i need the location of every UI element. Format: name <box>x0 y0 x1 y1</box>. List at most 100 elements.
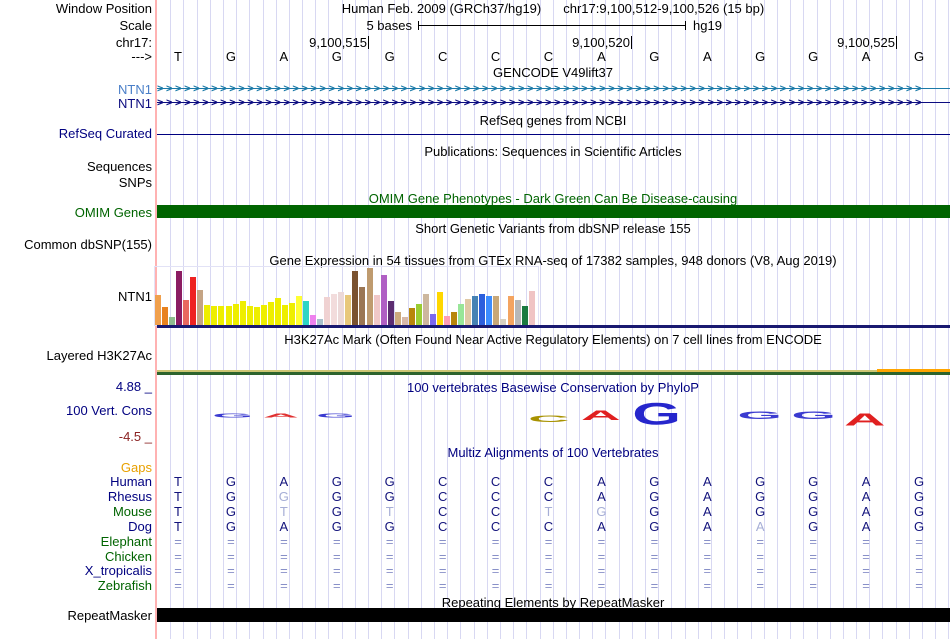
refseq-curated-label[interactable]: RefSeq Curated <box>58 126 152 141</box>
gtex-tissue-bar[interactable] <box>232 304 239 325</box>
gtex-tissue-bar[interactable] <box>331 294 338 325</box>
alignment-base: = <box>174 578 182 593</box>
dbsnp-label[interactable]: Common dbSNP(155) <box>24 237 152 252</box>
gtex-tissue-bar[interactable] <box>288 303 295 325</box>
alignment-base: = <box>491 563 500 578</box>
gencode-transcript-1[interactable]: >>>>>>>>>>>>>>>>>>>>>>>>>>>>>>>>>>>>>>>>… <box>157 83 950 95</box>
gtex-tissue-bar[interactable] <box>225 306 232 325</box>
gtex-tissue-bar[interactable] <box>479 294 486 325</box>
gtex-tissue-bar[interactable] <box>514 300 521 325</box>
gtex-tissue-bar[interactable] <box>310 315 317 325</box>
gtex-gene-model-line[interactable] <box>157 325 950 328</box>
gtex-tissue-bar[interactable] <box>401 317 408 325</box>
gtex-tissue-bar[interactable] <box>176 271 183 325</box>
gtex-tissue-bar[interactable] <box>190 277 197 325</box>
gtex-tissue-bar[interactable] <box>338 292 345 325</box>
gtex-tissue-bar[interactable] <box>380 275 387 325</box>
multiz-gaps-label[interactable]: Gaps <box>120 460 152 475</box>
multiz-species-label[interactable]: Mouse <box>112 504 152 519</box>
gtex-tissue-bar[interactable] <box>317 319 324 325</box>
gtex-tissue-bar[interactable] <box>415 304 422 325</box>
gtex-tissue-bar[interactable] <box>345 295 352 325</box>
omim-genes-label[interactable]: OMIM Genes <box>74 205 152 220</box>
gtex-tissue-bar[interactable] <box>267 302 274 325</box>
gtex-tissue-bar[interactable] <box>246 306 253 325</box>
gtex-tissue-bar[interactable] <box>211 306 218 325</box>
gtex-tissue-bar[interactable] <box>493 296 500 325</box>
gtex-tissue-bar[interactable] <box>486 296 493 325</box>
alignment-base: T <box>279 504 288 519</box>
gtex-tissue-bar[interactable] <box>296 296 302 325</box>
gtex-tissue-bar[interactable] <box>204 305 211 325</box>
sequences-label[interactable]: Sequences <box>86 159 152 174</box>
gtex-tissue-bar[interactable] <box>458 304 465 325</box>
alignment-base: T <box>174 504 182 519</box>
gtex-tissue-bar[interactable] <box>472 296 479 325</box>
gtex-tissue-bar[interactable] <box>528 291 535 325</box>
snps-label[interactable]: SNPs <box>118 175 152 190</box>
gtex-tissue-bar[interactable] <box>169 317 176 325</box>
gtex-tissue-bar[interactable] <box>507 296 514 325</box>
omim-gene-bar[interactable] <box>157 205 950 218</box>
alignment-base: A <box>597 489 606 504</box>
multiz-species-label[interactable]: Dog <box>128 519 152 534</box>
gtex-tissue-bar[interactable] <box>239 301 246 325</box>
gtex-tissue-bar[interactable] <box>422 294 429 325</box>
multiz-species-label[interactable]: Elephant <box>100 534 152 549</box>
alignment-base: = <box>756 578 765 593</box>
multiz-species-label[interactable]: Chicken <box>105 549 152 564</box>
alignment-base: A <box>702 489 712 504</box>
gtex-tissue-bar[interactable] <box>324 297 331 325</box>
alignment-base: G <box>755 504 766 519</box>
gtex-tissue-bar[interactable] <box>253 307 260 325</box>
h3k27ac-orange-signal[interactable] <box>877 369 950 372</box>
alignment-base: G <box>649 474 660 489</box>
gridline <box>829 0 831 639</box>
gtex-tissue-bar[interactable] <box>197 290 204 325</box>
gtex-tissue-bar[interactable] <box>183 300 190 325</box>
multiz-species-label[interactable]: Human <box>110 474 152 489</box>
gtex-tissue-bar[interactable] <box>444 316 451 325</box>
alignment-base: = <box>174 563 182 578</box>
gtex-tissue-bar[interactable] <box>359 287 366 325</box>
alignment-base: G <box>808 504 819 519</box>
repeatmasker-bar[interactable] <box>157 608 950 622</box>
gtex-tissue-bar[interactable] <box>429 314 436 325</box>
gtex-gene-label[interactable]: NTN1 <box>118 289 152 304</box>
h3k27ac-khaki-signal[interactable] <box>157 370 950 372</box>
h3k27ac-track-title: H3K27Ac Mark (Often Found Near Active Re… <box>284 332 822 347</box>
gtex-tissue-bar[interactable] <box>281 305 288 325</box>
gencode-item-label-1[interactable]: NTN1 <box>118 82 152 97</box>
gtex-tissue-bar[interactable] <box>366 268 373 325</box>
gtex-tissue-bar[interactable] <box>394 312 401 325</box>
gtex-tissue-bar[interactable] <box>408 308 415 325</box>
gtex-tissue-bar[interactable] <box>155 295 161 325</box>
gtex-tissue-bar[interactable] <box>465 299 472 325</box>
gtex-tissue-bar[interactable] <box>303 301 310 325</box>
multiz-species-label[interactable]: X_tropicalis <box>84 563 152 578</box>
gtex-tissue-bar[interactable] <box>260 305 267 325</box>
alignment-base: G <box>913 519 925 534</box>
scale-label: Scale <box>119 18 152 33</box>
gtex-tissue-bar[interactable] <box>437 292 443 325</box>
gtex-tissue-bar[interactable] <box>373 295 380 325</box>
refseq-line[interactable] <box>157 134 950 135</box>
gtex-tissue-bar[interactable] <box>521 306 528 325</box>
window-position-label: Window Position <box>55 1 152 16</box>
gtex-tissue-bar[interactable] <box>500 319 507 325</box>
repeatmasker-label[interactable]: RepeatMasker <box>67 608 152 623</box>
gencode-transcript-2[interactable]: >>>>>>>>>>>>>>>>>>>>>>>>>>>>>>>>>>>>>>>>… <box>157 97 950 109</box>
gtex-tissue-bar[interactable] <box>274 298 281 325</box>
multiz-species-label[interactable]: Rhesus <box>107 489 152 504</box>
phylop-label[interactable]: 100 Vert. Cons <box>66 403 152 418</box>
gtex-tissue-bar[interactable] <box>218 306 225 325</box>
gtex-tissue-bar[interactable] <box>451 312 458 325</box>
gridline <box>922 0 924 639</box>
h3k27ac-green-signal[interactable] <box>157 372 950 375</box>
gtex-tissue-bar[interactable] <box>162 307 169 325</box>
gtex-tissue-bar[interactable] <box>387 301 394 325</box>
gencode-item-label-2[interactable]: NTN1 <box>118 96 152 111</box>
h3k27ac-label[interactable]: Layered H3K27Ac <box>46 348 152 363</box>
multiz-species-label[interactable]: Zebrafish <box>97 578 152 593</box>
gtex-tissue-bar[interactable] <box>352 271 359 325</box>
